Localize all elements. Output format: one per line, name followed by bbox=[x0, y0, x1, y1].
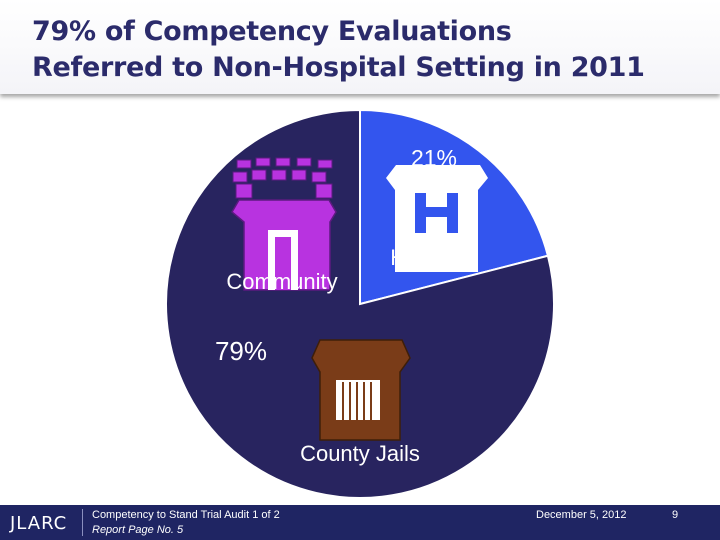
footer-bar: JLARC Competency to Stand Trial Audit 1 … bbox=[0, 505, 720, 540]
hospital-value-label: 21% bbox=[411, 145, 457, 171]
footer-report-page: Report Page No. 5 bbox=[92, 524, 184, 536]
community-value-label: 79% bbox=[215, 336, 267, 366]
jlarc-logo: JLARC bbox=[10, 513, 68, 534]
county-jails-label: County Jails bbox=[300, 441, 420, 466]
jail-icon bbox=[311, 339, 411, 441]
footer-report-title: Competency to Stand Trial Audit 1 of 2 bbox=[92, 509, 280, 521]
footer-page-number: 9 bbox=[672, 509, 679, 521]
community-label: Community bbox=[226, 269, 337, 294]
footer-date: December 5, 2012 bbox=[536, 509, 627, 521]
title-bar: 79% of Competency Evaluations Referred t… bbox=[0, 0, 720, 94]
hospital-icon bbox=[386, 165, 488, 272]
footer-divider bbox=[82, 509, 83, 536]
slide-title-line-1: 79% of Competency Evaluations bbox=[32, 16, 512, 47]
hospital-label: Hospital bbox=[390, 245, 469, 270]
community-building-icon bbox=[231, 157, 337, 291]
slide-title: 79% of Competency Evaluations Referred t… bbox=[32, 14, 645, 86]
slide-title-line-2: Referred to Non-Hospital Setting in 2011 bbox=[32, 52, 645, 83]
